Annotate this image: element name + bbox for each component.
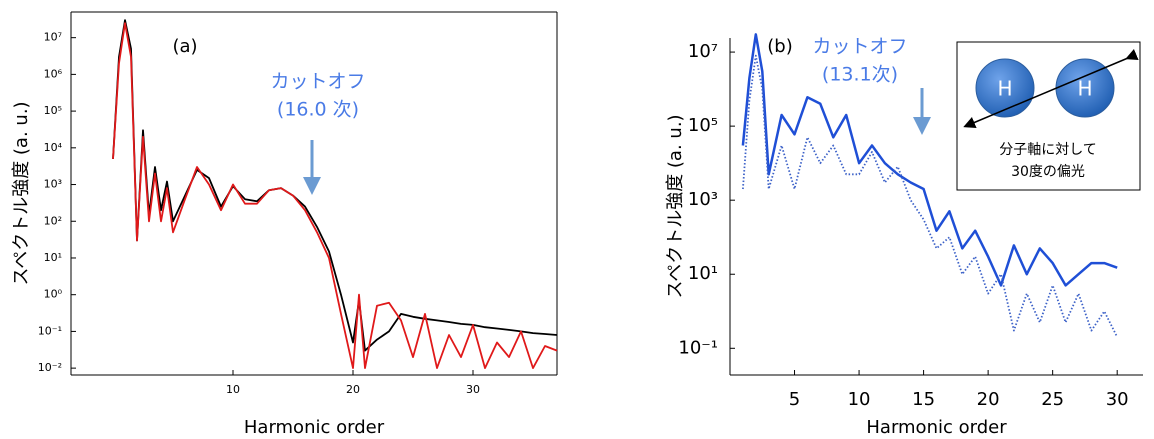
y-tick-label: 10⁷ (688, 41, 718, 62)
y-tick-label: 10⁵ (688, 115, 718, 136)
atom-label: H (997, 77, 1012, 101)
figure: 10⁻² 10⁻¹ 10⁰ 10¹ 10² 10³ 10⁴ 10⁵ 10⁶ 10⁷ 10 20 30 Ha… (0, 0, 1154, 439)
y-tick-label: 10⁵ (44, 104, 62, 117)
x-tick-label: 10 (226, 383, 240, 396)
y-tick-label: 10⁶ (44, 67, 63, 80)
annotation: (13.1次) (822, 64, 898, 86)
x-tick-label: 25 (1041, 389, 1064, 410)
y-tick-label: 10⁴ (44, 141, 63, 154)
panel-label: (a) (172, 36, 197, 57)
x-tick-label: 20 (346, 383, 360, 396)
y-tick-label: 10⁻² (38, 361, 62, 374)
x-tick-label: 30 (466, 383, 480, 396)
annotation: (16.0 次) (277, 99, 359, 121)
y-tick-label: 10³ (688, 189, 718, 210)
y-tick-label: 10⁷ (44, 31, 62, 44)
inset-caption: 30度の偏光 (1011, 164, 1085, 180)
annotation: カットオフ (812, 36, 907, 58)
x-axis-title: Harmonic order (866, 417, 1007, 438)
x-axis-title: Harmonic order (244, 417, 385, 438)
x-tick-label: 20 (977, 389, 1000, 410)
x-tick-label: 5 (789, 389, 800, 410)
y-tick-label: 10⁰ (44, 288, 63, 301)
inset-caption: 分子軸に対して (999, 142, 1097, 158)
x-tick-label: 10 (848, 389, 871, 410)
y-axis-title: スペクトル強度 (a. u.) (11, 101, 32, 285)
y-axis-title: スペクトル強度 (a. u.) (665, 114, 686, 298)
y-tick-label: 10¹ (688, 263, 718, 284)
y-tick-label: 10⁻¹ (678, 337, 718, 358)
y-tick-label: 10³ (44, 178, 62, 191)
panel-label: (b) (767, 36, 792, 57)
x-tick-label: 15 (912, 389, 935, 410)
y-tick-label: 10² (44, 214, 62, 227)
x-tick-label: 30 (1106, 389, 1129, 410)
atom-label: H (1077, 77, 1092, 101)
y-tick-label: 10¹ (44, 251, 62, 264)
y-tick-label: 10⁻¹ (38, 324, 62, 337)
annotation: カットオフ (270, 71, 365, 93)
